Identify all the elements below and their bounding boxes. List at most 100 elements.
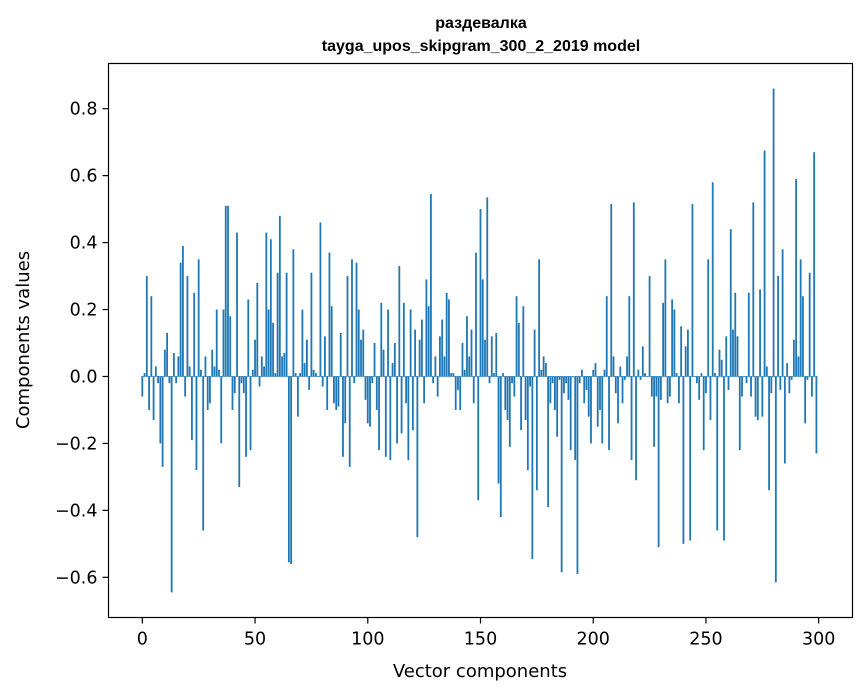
bar-278 (768, 376, 770, 491)
bar-183 (554, 376, 556, 410)
bar-173 (531, 376, 534, 559)
bar-158 (497, 376, 500, 484)
bar-281 (774, 376, 777, 583)
bar-88 (339, 332, 342, 377)
bar-106 (380, 302, 383, 377)
bar-45 (242, 376, 245, 394)
bar-81 (324, 336, 326, 377)
bar-8 (159, 376, 162, 444)
bar-292 (799, 259, 802, 377)
bar-180 (547, 376, 550, 508)
bar-105 (378, 376, 380, 451)
x-tick-label-300: 300 (802, 630, 835, 650)
bar-165 (513, 376, 516, 397)
bar-212 (619, 366, 622, 377)
bar-271 (752, 202, 755, 377)
bar-138 (452, 373, 455, 377)
bar-18 (182, 245, 184, 377)
bar-92 (348, 376, 351, 467)
y-tick-label-5: 0.4 (70, 234, 98, 254)
bar-184 (556, 376, 559, 437)
bar-162 (506, 376, 509, 420)
bar-255 (716, 376, 719, 531)
bar-192 (574, 376, 577, 461)
bar-16 (177, 356, 180, 377)
bar-249 (702, 376, 705, 451)
bar-231 (662, 302, 665, 377)
bar-144 (466, 316, 468, 377)
bar-210 (614, 376, 617, 394)
bar-146 (470, 329, 473, 377)
bar-125 (423, 376, 426, 404)
bar-82 (326, 376, 329, 410)
bar-32 (213, 366, 216, 377)
bar-295 (806, 376, 809, 380)
bar-178 (542, 356, 545, 377)
bar-28 (204, 356, 207, 377)
bar-176 (538, 259, 541, 377)
bar-85 (333, 376, 335, 404)
bar-73 (306, 339, 308, 377)
bar-197 (585, 376, 588, 390)
bar-136 (448, 299, 450, 377)
bar-141 (459, 376, 462, 410)
bar-287 (788, 376, 791, 394)
bar-172 (529, 376, 531, 387)
bar-286 (786, 363, 789, 377)
bar-299 (815, 376, 818, 454)
bar-195 (581, 369, 583, 377)
bar-14 (172, 353, 175, 377)
bar-277 (765, 366, 768, 377)
bar-248 (700, 373, 703, 377)
bar-298 (813, 152, 816, 377)
bar-260 (727, 376, 730, 390)
bar-296 (808, 272, 811, 377)
y-tick-label-2: −0.2 (55, 434, 98, 454)
bar-33 (215, 309, 218, 377)
bar-204 (601, 376, 604, 444)
bar-7 (157, 376, 159, 384)
x-tick-label-200: 200 (577, 630, 610, 650)
bar-20 (186, 276, 189, 377)
bar-96 (357, 309, 360, 377)
bar-294 (804, 376, 807, 424)
bar-215 (626, 356, 628, 377)
bars-group (141, 88, 818, 593)
x-tick-label-100: 100 (351, 630, 384, 650)
bar-114 (398, 266, 401, 377)
bar-84 (330, 306, 333, 377)
bar-115 (400, 376, 403, 434)
x-tick-label-0: 0 (137, 630, 148, 650)
bar-272 (754, 376, 757, 417)
bar-247 (698, 376, 701, 400)
bar-220 (637, 369, 640, 377)
bar-86 (335, 376, 338, 410)
bar-117 (405, 376, 407, 404)
bar-186 (560, 376, 563, 573)
bar-59 (274, 373, 277, 377)
bar-291 (797, 356, 800, 377)
bar-103 (373, 343, 376, 377)
bar-89 (342, 376, 344, 457)
bar-216 (628, 296, 631, 377)
bar-242 (687, 329, 689, 377)
bar-175 (535, 376, 538, 491)
y-axis: −0.6 −0.4 −0.2 0.0 0.2 0.4 0.6 0.8 (55, 100, 109, 588)
bar-48 (249, 376, 252, 451)
bar-156 (493, 373, 495, 377)
bar-79 (319, 222, 322, 377)
bar-276 (763, 150, 766, 377)
bar-293 (802, 296, 804, 377)
bar-269 (747, 292, 750, 377)
bar-77 (315, 373, 317, 377)
bar-284 (781, 249, 784, 377)
bar-252 (709, 376, 712, 420)
bar-266 (741, 376, 743, 397)
bar-230 (659, 376, 662, 400)
bar-35 (220, 376, 223, 444)
bar-239 (680, 326, 683, 377)
bar-289 (792, 339, 795, 377)
bar-128 (430, 194, 432, 377)
bar-194 (578, 376, 581, 384)
bar-123 (418, 339, 421, 377)
